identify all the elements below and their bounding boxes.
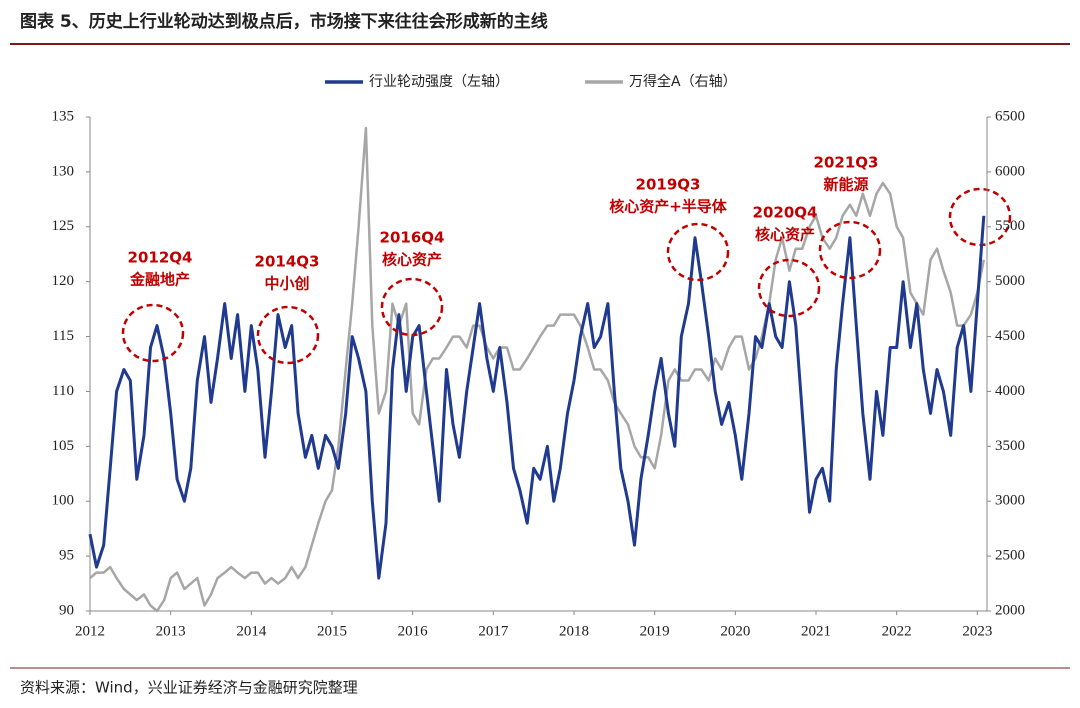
annotation: 新能源 xyxy=(823,176,868,194)
y-tick-label: 90 xyxy=(59,602,74,618)
x-tick-label: 2022 xyxy=(882,623,912,639)
y-tick-label: 125 xyxy=(52,218,75,234)
x-tick-label: 2021 xyxy=(801,623,831,639)
annotation: 金融地产 xyxy=(129,271,190,289)
x-tick-label: 2023 xyxy=(962,623,992,639)
annotation: 核心资产 xyxy=(755,226,815,244)
x-tick-label: 2016 xyxy=(398,623,429,639)
highlight-circle xyxy=(256,305,320,365)
y-tick-label: 95 xyxy=(59,548,74,564)
annotation: 中小创 xyxy=(264,275,309,293)
annotation: 2019Q3 xyxy=(636,176,701,194)
y2-tick-label: 3500 xyxy=(995,438,1025,454)
x-tick-label: 2019 xyxy=(640,623,670,639)
annotation: 2021Q3 xyxy=(814,154,879,172)
highlight-circle xyxy=(380,277,444,337)
y2-tick-label: 5000 xyxy=(995,273,1025,289)
x-tick-label: 2020 xyxy=(720,623,750,639)
highlight-circle xyxy=(948,187,1012,247)
highlight-circle xyxy=(666,222,730,282)
y2-tick-label: 6500 xyxy=(995,108,1025,124)
annotation: 2012Q4 xyxy=(128,249,193,267)
x-tick-label: 2013 xyxy=(156,623,186,639)
y-tick-label: 105 xyxy=(52,438,75,454)
x-tick-label: 2012 xyxy=(75,623,105,639)
x-tick-label: 2018 xyxy=(559,623,589,639)
series-line xyxy=(88,215,986,580)
series-line xyxy=(89,126,986,613)
source: 资料来源：Wind，兴业证券经济与金融研究院整理 xyxy=(20,679,358,697)
y2-tick-label: 6000 xyxy=(995,163,1025,179)
annotation: 2020Q4 xyxy=(753,204,818,222)
y2-tick-label: 2500 xyxy=(995,548,1025,564)
chart-title: 图表 5、历史上行业轮动达到极点后，市场接下来往往会形成新的主线 xyxy=(20,11,548,32)
y-tick-label: 100 xyxy=(52,493,75,509)
annotation: 核心资产 xyxy=(382,251,442,269)
legend-label: 行业轮动强度（左轴） xyxy=(369,74,509,90)
y2-tick-label: 2000 xyxy=(995,602,1025,618)
x-tick-label: 2017 xyxy=(478,623,509,639)
y2-tick-label: 4000 xyxy=(995,383,1025,399)
y2-tick-label: 4500 xyxy=(995,328,1025,344)
annotation: 核心资产+半导体 xyxy=(609,198,728,216)
x-tick-label: 2015 xyxy=(317,623,347,639)
highlight-circle xyxy=(757,258,821,318)
y-tick-label: 115 xyxy=(52,328,74,344)
y-tick-label: 120 xyxy=(52,273,75,289)
highlight-circle xyxy=(121,303,185,363)
annotation: 2016Q4 xyxy=(380,229,445,247)
y2-tick-label: 3000 xyxy=(995,493,1025,509)
y-tick-label: 130 xyxy=(52,163,75,179)
highlight-circle xyxy=(818,220,882,280)
y-tick-label: 135 xyxy=(52,108,75,124)
legend-label: 万得全A（右轴） xyxy=(629,73,737,90)
annotation: 2014Q3 xyxy=(255,253,320,271)
x-tick-label: 2014 xyxy=(236,623,267,639)
y2-tick-label: 5500 xyxy=(995,218,1025,234)
y-tick-label: 110 xyxy=(52,383,74,399)
